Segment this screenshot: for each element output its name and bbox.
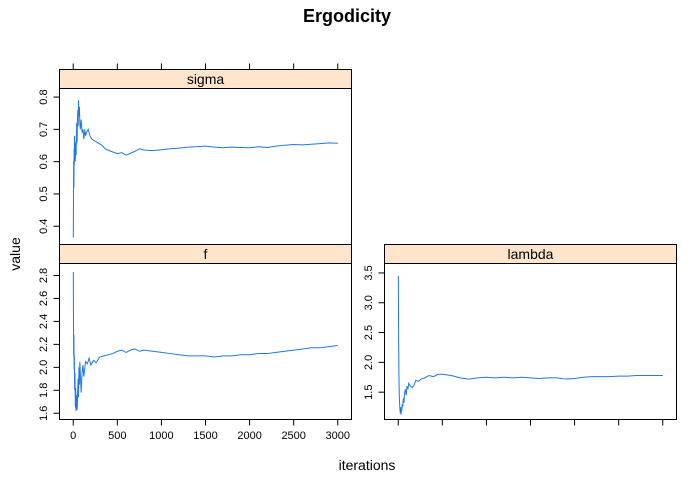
y-tick-label-sigma: 0.7 xyxy=(38,122,50,137)
y-tick-label-f: 2.2 xyxy=(38,337,50,352)
strip-label-sigma: sigma xyxy=(187,71,225,87)
x-ticks-f: 0 500 1000 1500 2000 2500 3000 xyxy=(70,419,350,442)
y-ticks-sigma: 0.4 0.5 0.6 0.7 0.8 xyxy=(38,89,60,234)
y-tick-label-lambda: 2.5 xyxy=(363,325,375,340)
y-ticks-lambda: 1.5 2.0 2.5 3.0 3.5 xyxy=(363,265,385,400)
y-tick-label-sigma: 0.4 xyxy=(38,219,50,234)
y-tick-label-f: 2.8 xyxy=(38,268,50,283)
y-ticks-f: 1.6 1.8 2.0 2.2 2.4 2.6 2.8 xyxy=(38,268,60,421)
x-tick-label-f: 0 xyxy=(70,430,76,442)
plot-frame-lambda xyxy=(384,263,677,420)
y-tick-label-lambda: 3.0 xyxy=(363,295,375,310)
y-tick-label-lambda: 1.5 xyxy=(363,385,375,400)
x-ticks-sigma xyxy=(72,63,339,70)
y-tick-label-sigma: 0.5 xyxy=(38,186,50,201)
y-tick-label-f: 1.8 xyxy=(38,383,50,398)
trace-line-lambda xyxy=(397,275,663,415)
y-tick-label-f: 2.0 xyxy=(38,360,50,375)
panel-lambda: lambda 1.5 2.0 2.5 3.0 3.5 xyxy=(363,244,677,426)
strip-label-lambda: lambda xyxy=(508,246,554,262)
x-axis-label: iterations xyxy=(339,457,396,473)
y-tick-label-lambda: 2.0 xyxy=(363,355,375,370)
x-ticks-lambda xyxy=(397,419,664,426)
x-tick-label-f: 500 xyxy=(108,430,126,442)
x-tick-label-f: 2000 xyxy=(237,430,261,442)
y-tick-label-sigma: 0.8 xyxy=(38,89,50,104)
x-tick-label-f: 1000 xyxy=(149,430,173,442)
y-tick-label-lambda: 3.5 xyxy=(363,265,375,280)
y-tick-label-f: 2.4 xyxy=(38,314,50,329)
plot-frame-f xyxy=(59,263,352,420)
y-tick-label-f: 1.6 xyxy=(38,406,50,421)
x-tick-label-f: 1500 xyxy=(193,430,217,442)
x-tick-label-f: 2500 xyxy=(281,430,305,442)
panel-sigma: sigma 0.4 0.5 0.6 0.7 0.8 xyxy=(38,63,352,245)
panel-f: f 0 500 1000 1500 2000 2500 3000 1.6 1.8 2.0 2.2 2… xyxy=(38,244,352,442)
plot-frame-sigma xyxy=(59,88,352,245)
trace-line-sigma xyxy=(72,100,338,238)
y-axis-label: value xyxy=(7,237,23,271)
y-tick-label-sigma: 0.6 xyxy=(38,154,50,169)
strip-label-f: f xyxy=(204,246,208,262)
x-tick-label-f: 3000 xyxy=(326,430,350,442)
y-tick-label-f: 2.6 xyxy=(38,291,50,306)
trace-line-f xyxy=(72,272,338,411)
chart-title: Ergodicity xyxy=(303,6,391,26)
